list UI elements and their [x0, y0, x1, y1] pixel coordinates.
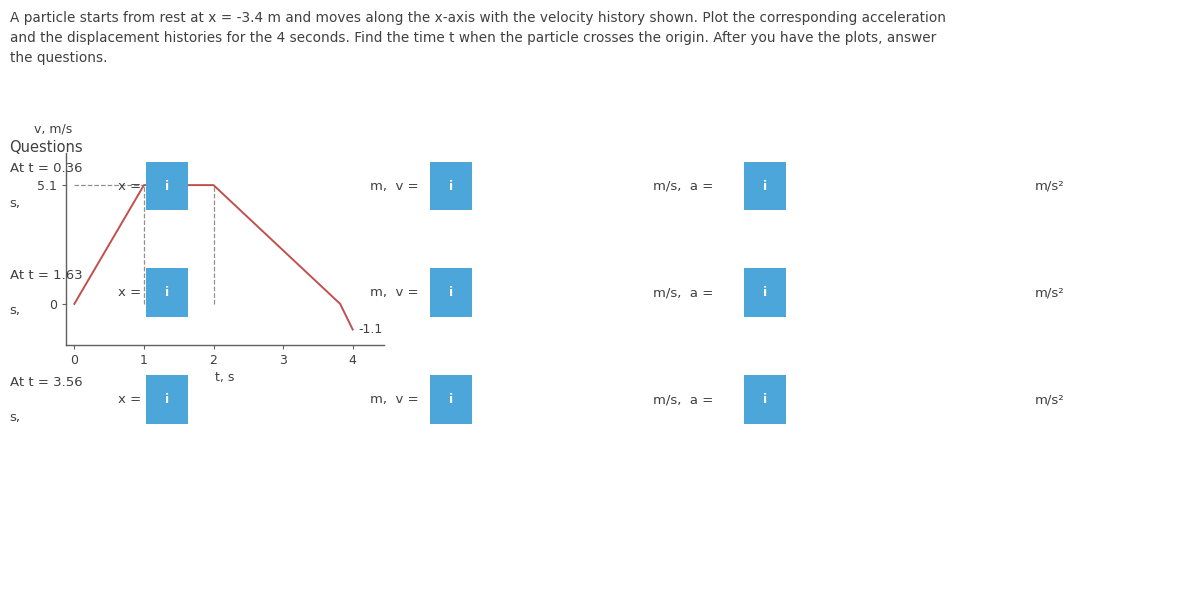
Text: m/s²: m/s²: [1034, 286, 1064, 300]
Text: m/s,  a =: m/s, a =: [653, 179, 713, 193]
Text: i: i: [763, 286, 767, 300]
FancyBboxPatch shape: [430, 268, 472, 317]
Text: m,  v =: m, v =: [370, 393, 419, 406]
FancyBboxPatch shape: [146, 162, 188, 210]
Text: i: i: [166, 179, 169, 193]
Text: m/s,  a =: m/s, a =: [653, 393, 713, 406]
Text: i: i: [166, 393, 169, 406]
Text: x =: x =: [118, 286, 140, 300]
X-axis label: t, s: t, s: [215, 371, 235, 384]
FancyBboxPatch shape: [744, 375, 786, 424]
FancyBboxPatch shape: [744, 268, 786, 317]
FancyBboxPatch shape: [146, 268, 188, 317]
Text: i: i: [449, 179, 452, 193]
Text: m/s,  a =: m/s, a =: [653, 286, 713, 300]
Text: m,  v =: m, v =: [370, 286, 419, 300]
Text: At t = 3.56: At t = 3.56: [10, 376, 83, 389]
Text: i: i: [763, 393, 767, 406]
FancyBboxPatch shape: [744, 162, 786, 210]
Text: i: i: [449, 286, 452, 300]
Text: v, m/s: v, m/s: [35, 122, 72, 135]
Text: s,: s,: [10, 411, 20, 423]
Text: s,: s,: [10, 304, 20, 317]
Text: s,: s,: [10, 197, 20, 210]
Text: i: i: [449, 393, 452, 406]
Text: x =: x =: [118, 179, 140, 193]
FancyBboxPatch shape: [430, 162, 472, 210]
Text: i: i: [166, 286, 169, 300]
Text: m/s²: m/s²: [1034, 393, 1064, 406]
Text: x =: x =: [118, 393, 140, 406]
Text: At t = 0.36: At t = 0.36: [10, 162, 82, 175]
Text: At t = 1.63: At t = 1.63: [10, 269, 83, 282]
Text: m/s²: m/s²: [1034, 179, 1064, 193]
Text: i: i: [763, 179, 767, 193]
Text: -1.1: -1.1: [359, 323, 383, 336]
Text: A particle starts from rest at x = -3.4 m and moves along the x-axis with the ve: A particle starts from rest at x = -3.4 …: [10, 11, 946, 65]
FancyBboxPatch shape: [146, 375, 188, 424]
Text: Questions: Questions: [10, 140, 83, 156]
Text: m,  v =: m, v =: [370, 179, 419, 193]
FancyBboxPatch shape: [430, 375, 472, 424]
